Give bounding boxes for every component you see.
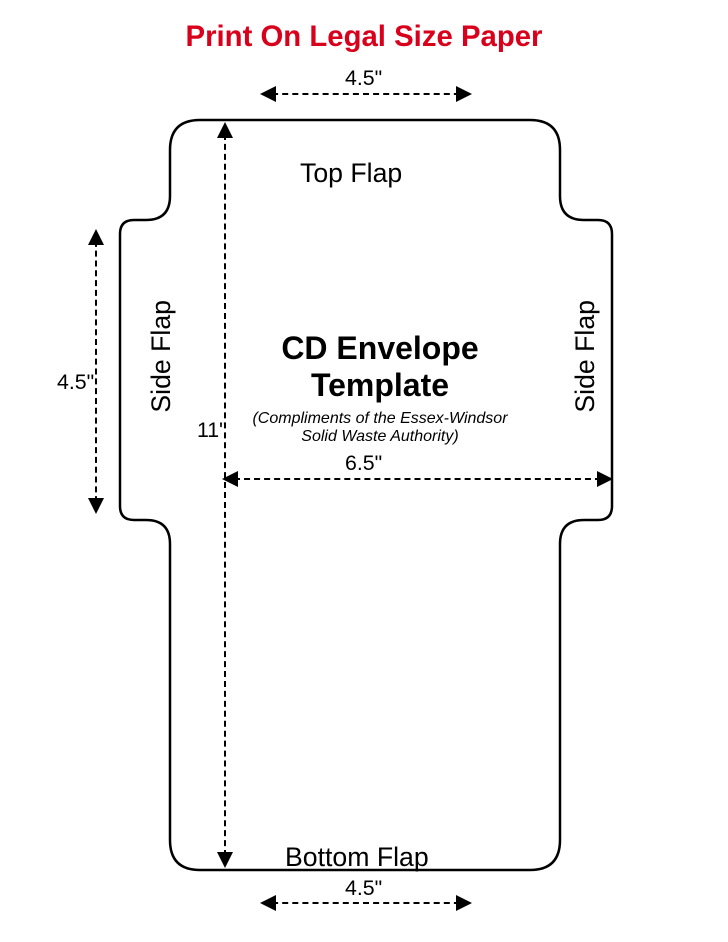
dim-top-width-line bbox=[262, 93, 470, 95]
dim-bottom-width-arrow-l bbox=[260, 895, 276, 911]
dim-bottom-width-label: 4.5" bbox=[345, 876, 382, 901]
dim-left-height-label: 4.5" bbox=[57, 370, 94, 395]
title-block: CD Envelope Template (Compliments of the… bbox=[250, 330, 510, 446]
dim-inner-width-arrow-r bbox=[597, 471, 613, 487]
dim-left-height-line bbox=[95, 231, 97, 512]
dim-inner-width-label: 6.5" bbox=[345, 451, 382, 476]
dim-bottom-width-line bbox=[262, 902, 470, 904]
side-flap-left-label: Side Flap bbox=[146, 300, 177, 413]
bottom-flap-label: Bottom Flap bbox=[285, 842, 429, 873]
dim-left-height-arrow-d bbox=[88, 498, 104, 514]
dim-full-height-arrow-u bbox=[217, 122, 233, 138]
dim-full-height-arrow-d bbox=[217, 852, 233, 868]
dim-full-height-line bbox=[224, 124, 226, 866]
dim-top-width-label: 4.5" bbox=[345, 66, 382, 91]
top-flap-label: Top Flap bbox=[300, 158, 402, 189]
dim-bottom-width-arrow-r bbox=[456, 895, 472, 911]
dim-top-width-arrow-r bbox=[456, 86, 472, 102]
template-diagram: Print On Legal Size Paper Top Flap Botto… bbox=[0, 0, 728, 942]
side-flap-right-label: Side Flap bbox=[570, 300, 601, 413]
title-subtitle: (Compliments of the Essex-Windsor Solid … bbox=[250, 410, 510, 446]
dim-full-height-label: 11" bbox=[197, 418, 227, 443]
dim-left-height-arrow-u bbox=[88, 229, 104, 245]
dim-top-width-arrow-l bbox=[260, 86, 276, 102]
title-main: CD Envelope Template bbox=[250, 330, 510, 404]
dim-inner-width-line bbox=[224, 478, 611, 480]
